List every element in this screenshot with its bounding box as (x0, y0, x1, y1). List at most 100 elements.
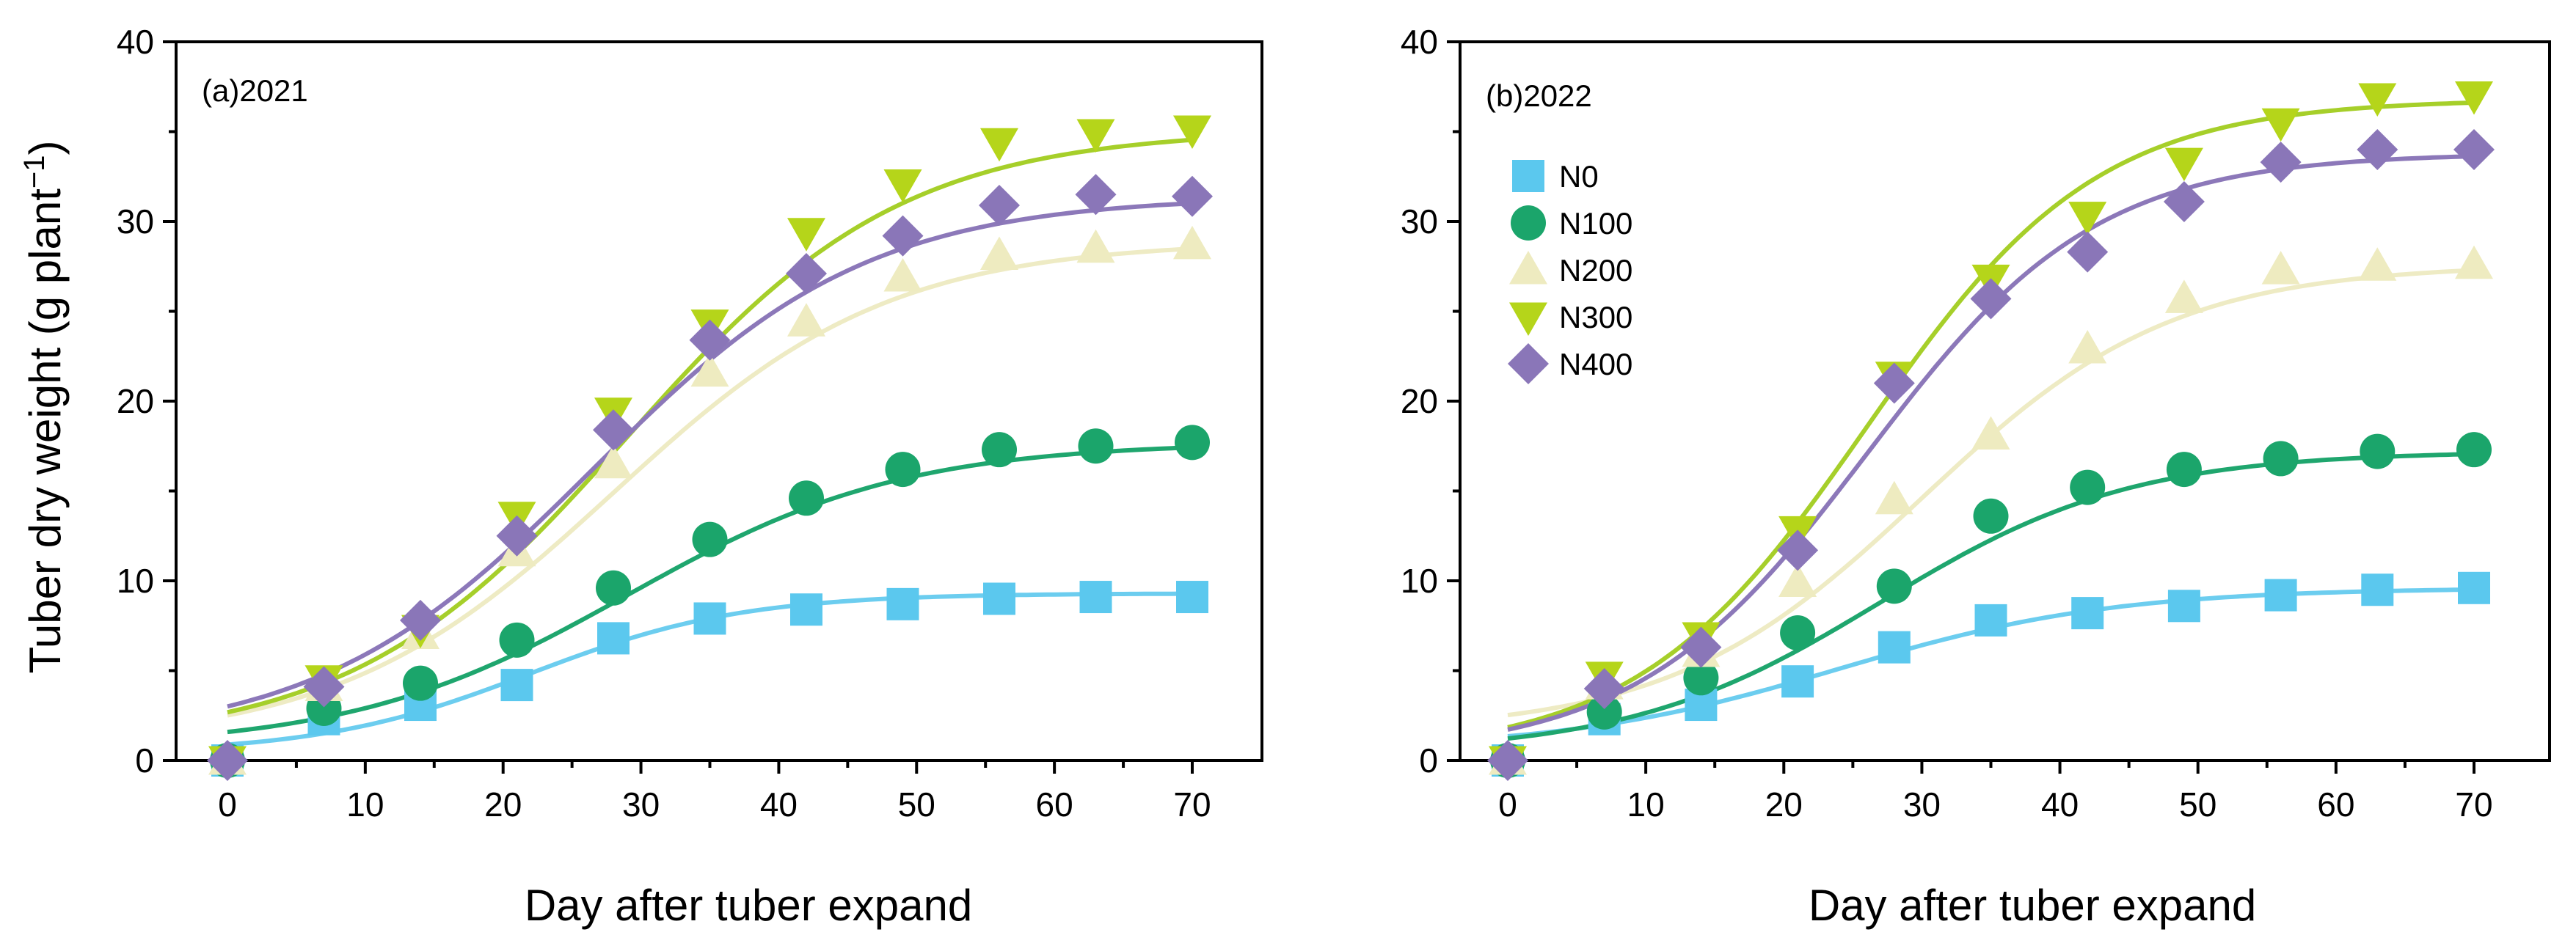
y-tick-label: 40 (117, 23, 154, 61)
data-point-n0 (2361, 573, 2394, 606)
data-point-n100 (789, 480, 824, 516)
fit-curve-n100 (1507, 452, 2475, 741)
data-point-n400 (2067, 231, 2109, 273)
data-point-n200 (594, 444, 632, 479)
plot-area-a: 0 10 20 30 40 0 10 20 30 40 50 60 70 (117, 23, 1263, 824)
data-point-n100 (1973, 498, 2009, 534)
y-axis-title-main: Tuber dry weight (g plant (21, 188, 70, 674)
data-point-n300 (883, 169, 922, 203)
data-point-n0 (500, 669, 533, 702)
y-axis-title: Tuber dry weight (g plant−1) (18, 140, 70, 673)
data-point-n200 (787, 303, 825, 337)
data-point-n400 (882, 215, 924, 257)
x-tick-label: 60 (2317, 785, 2354, 824)
data-point-n400 (593, 409, 634, 451)
data-point-n300 (1173, 115, 1211, 150)
data-point-n300 (2455, 81, 2493, 115)
y-tick-label: 20 (117, 382, 154, 420)
x-tick-label: 40 (760, 785, 798, 824)
x-tick-label: 60 (1036, 785, 1073, 824)
y-axis-title-close: ) (21, 140, 70, 155)
x-tick-label: 70 (2455, 785, 2492, 824)
data-point-n0 (1176, 581, 1208, 614)
data-point-n400 (1873, 362, 1915, 404)
data-point-n0 (1878, 631, 1911, 664)
panel-b-label: (b)2022 (1486, 78, 1592, 113)
legend-label-n300: N300 (1559, 300, 1632, 334)
data-point-n100 (885, 452, 921, 488)
data-point-n400 (2453, 129, 2495, 170)
data-point-n200 (1778, 563, 1817, 597)
data-point-n200 (1173, 225, 1211, 260)
data-point-n400 (2163, 181, 2205, 223)
data-point-n100 (2070, 469, 2106, 505)
legend-marker-n0 (1512, 160, 1544, 192)
data-point-n400 (303, 666, 345, 708)
data-point-n100 (499, 622, 535, 658)
data-point-n100 (1780, 615, 1816, 651)
data-point-n0 (693, 602, 726, 635)
data-point-n100 (692, 521, 728, 557)
data-point-n0 (1079, 581, 1112, 614)
data-point-n100 (2166, 452, 2202, 488)
data-point-n400 (1970, 278, 2012, 320)
data-point-n100 (596, 570, 631, 606)
y-tick-label: 40 (1401, 23, 1438, 61)
x-tick-label: 20 (484, 785, 522, 824)
data-point-n200 (2358, 247, 2397, 281)
data-point-n300 (2358, 83, 2397, 117)
data-point-n200 (1971, 416, 2010, 450)
x-tick-label: 0 (1498, 785, 1517, 824)
data-point-n200 (2164, 279, 2203, 313)
data-point-n100 (1876, 568, 1912, 604)
data-point-n400 (2357, 129, 2398, 170)
data-point-n300 (980, 128, 1018, 162)
data-point-n0 (1974, 604, 2007, 637)
y-tick-label: 0 (1419, 741, 1438, 780)
data-point-n400 (1680, 626, 1722, 668)
data-point-n400 (496, 515, 538, 557)
fit-curve-n200 (1507, 268, 2475, 718)
data-point-n100 (2360, 433, 2396, 469)
data-point-n100 (1175, 425, 1210, 461)
y-tick-label: 10 (1401, 562, 1438, 600)
legend-marker-n100 (1511, 205, 1546, 241)
data-point-n200 (2455, 245, 2493, 279)
data-point-n100 (2263, 441, 2299, 477)
data-point-n400 (1487, 740, 1528, 781)
data-point-n400 (2260, 142, 2302, 183)
data-point-n300 (787, 218, 825, 252)
panel-a-label: (a)2021 (202, 73, 308, 108)
x-tick-label: 30 (1903, 785, 1941, 824)
data-point-n200 (1875, 480, 1913, 515)
data-point-n300 (2164, 147, 2203, 182)
legend-marker-n200 (1509, 251, 1547, 285)
data-point-n200 (2261, 251, 2300, 285)
data-point-n100 (1078, 428, 1114, 464)
legend-label-n200: N200 (1559, 253, 1632, 287)
data-point-n0 (597, 622, 630, 655)
x-axis-title-b: Day after tuber expand (1809, 881, 2256, 930)
data-point-n200 (980, 236, 1018, 271)
y-tick-label: 30 (117, 202, 154, 241)
data-point-n400 (689, 319, 731, 361)
y-tick-label: 30 (1401, 202, 1438, 241)
data-point-n400 (786, 253, 827, 295)
x-tick-label: 20 (1765, 785, 1803, 824)
legend-marker-n300 (1509, 302, 1547, 336)
legend-marker-n400 (1508, 343, 1549, 384)
data-point-n400 (1075, 174, 1117, 216)
y-tick-label: 20 (1401, 382, 1438, 420)
data-point-n100 (403, 665, 438, 701)
data-point-n300 (2261, 108, 2300, 142)
data-point-n0 (886, 587, 919, 620)
y-tick-label: 0 (135, 741, 154, 780)
data-point-n400 (400, 599, 441, 641)
panel-b: (b)2022 (1486, 78, 1592, 113)
x-tick-label: 50 (2179, 785, 2216, 824)
plot-area-b: 0 10 20 30 40 0 10 20 30 40 50 60 70 N0 N100 N200 N300 N4… (1401, 23, 2551, 824)
data-point-n0 (2458, 571, 2490, 604)
panel-a: (a)2021 (202, 73, 308, 108)
legend-label-n100: N100 (1559, 206, 1632, 241)
data-point-n200 (2068, 329, 2107, 364)
